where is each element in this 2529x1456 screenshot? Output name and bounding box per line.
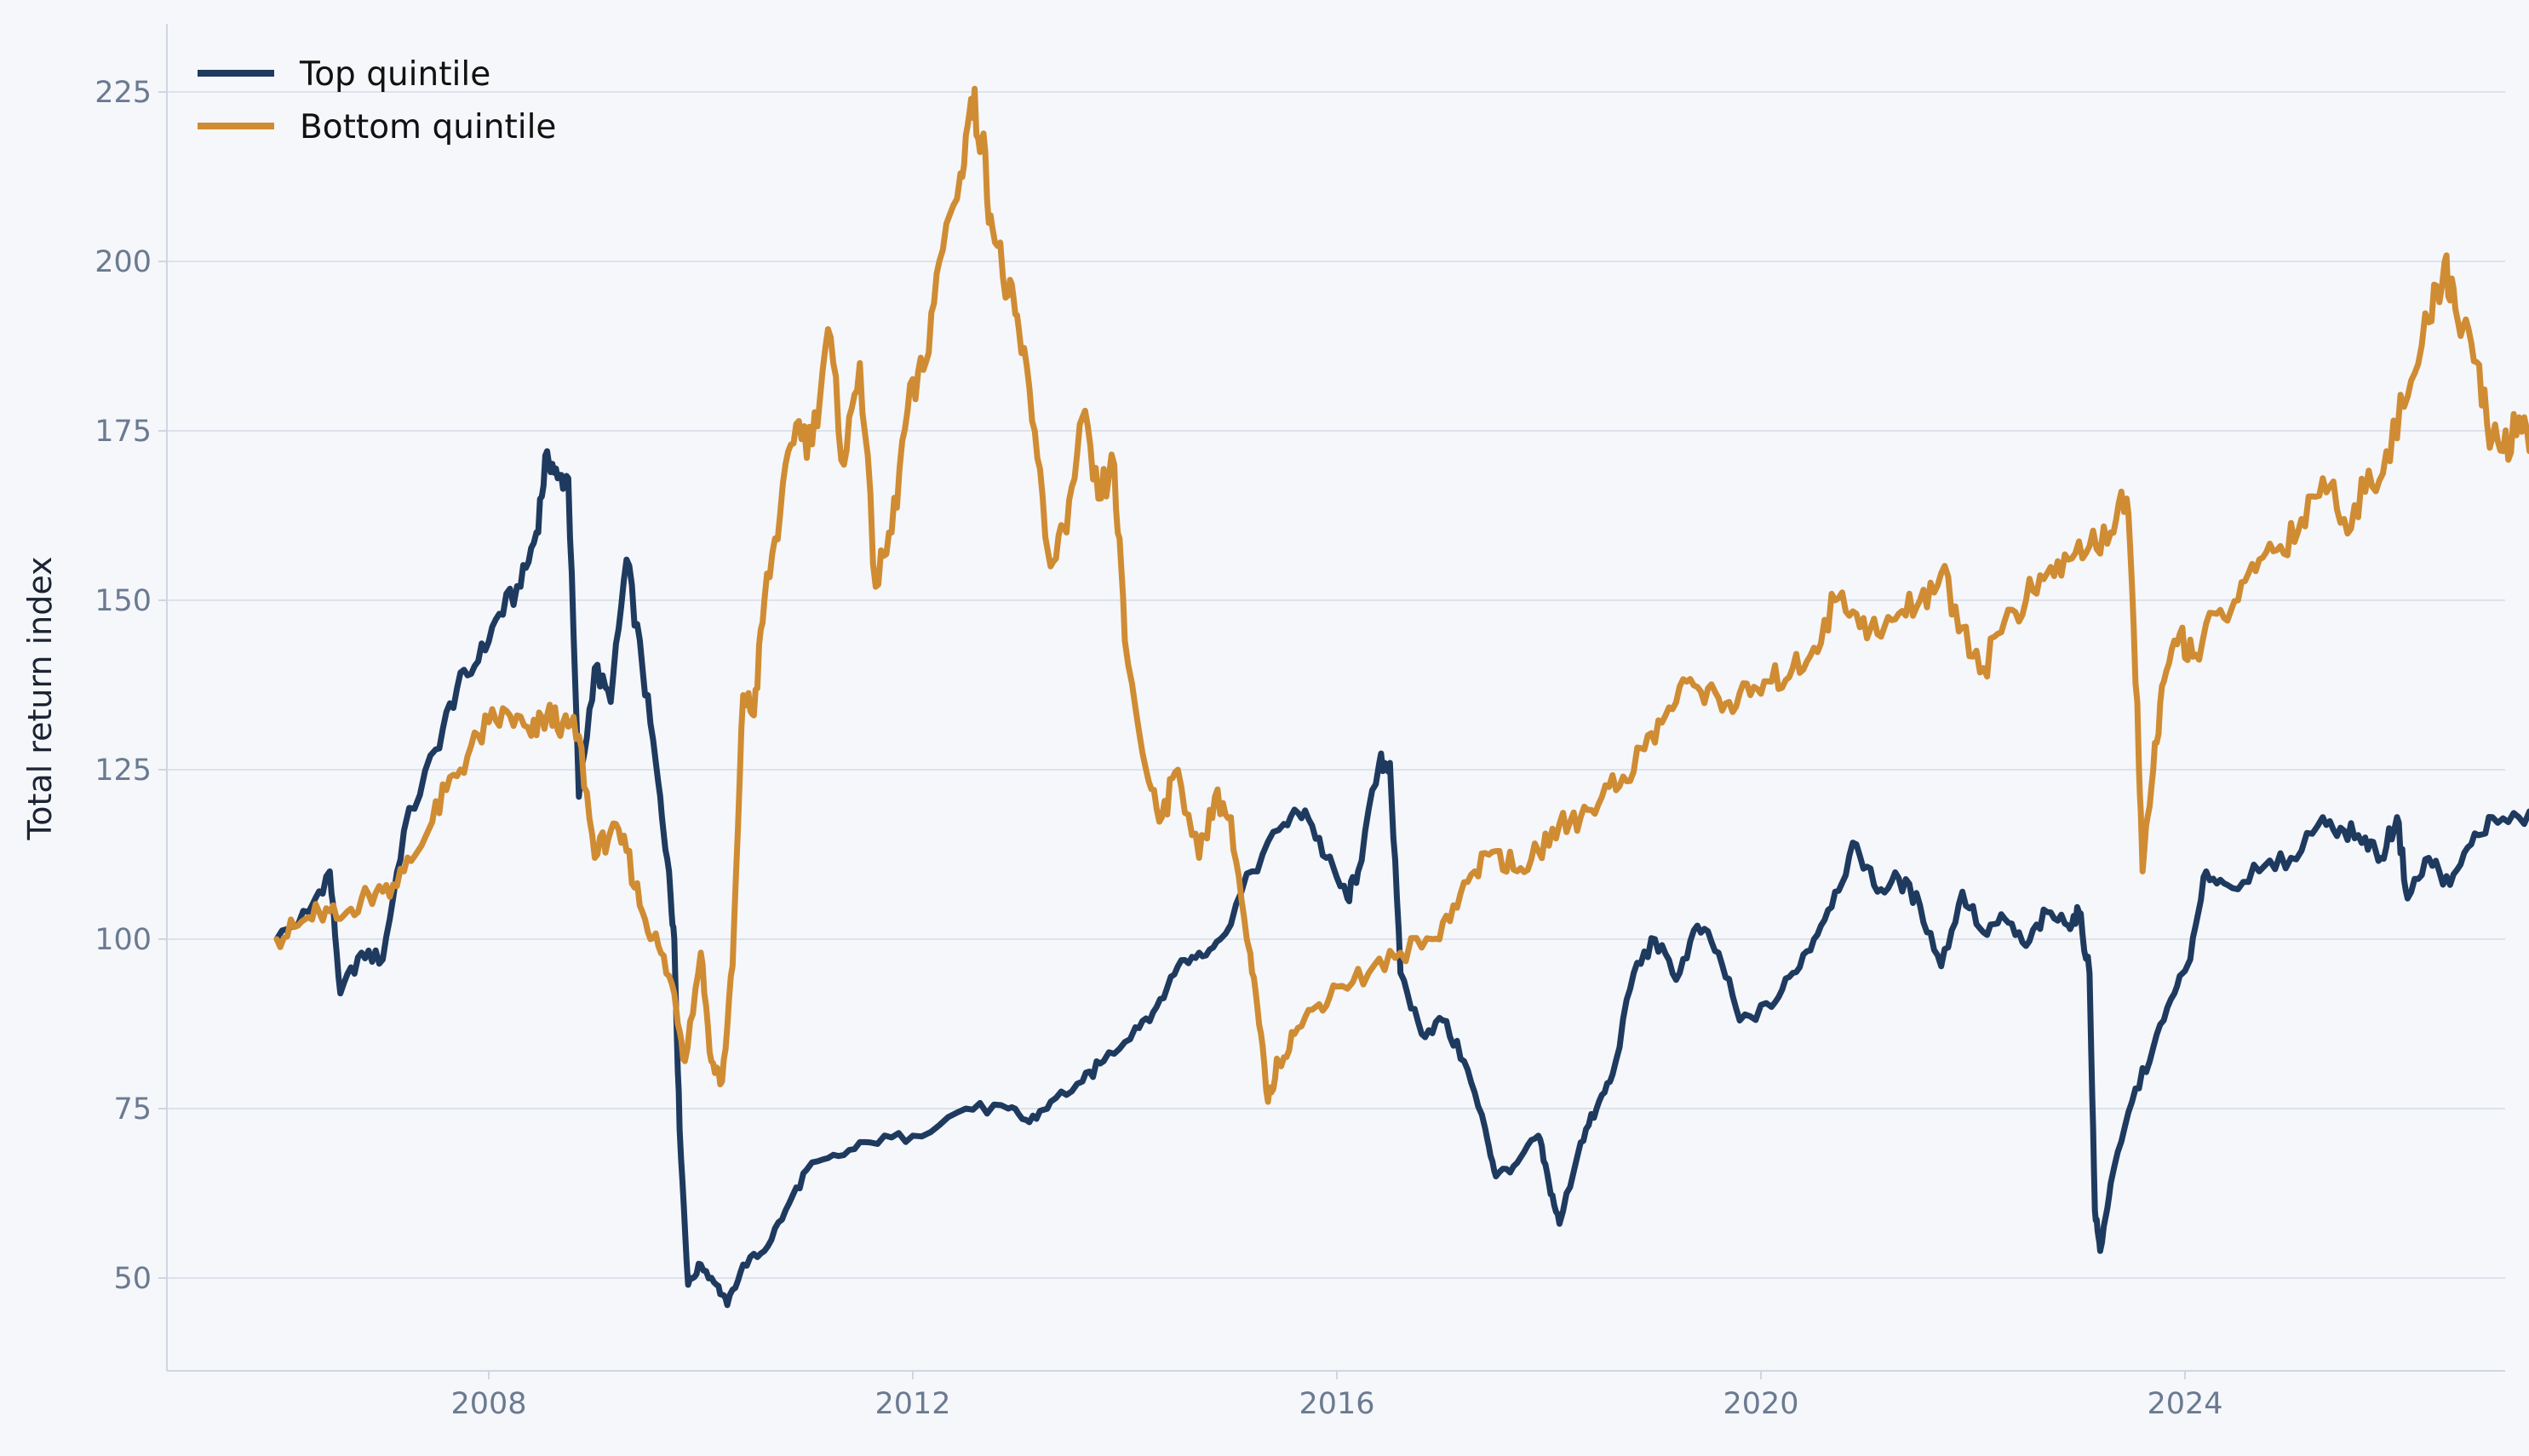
gridlines bbox=[167, 91, 2505, 1279]
y-tick-label: 225 bbox=[95, 76, 152, 110]
x-tick-label: 2012 bbox=[875, 1387, 950, 1421]
series-line-top-quintile bbox=[273, 448, 2529, 1309]
y-axis-title: Total return index bbox=[21, 556, 59, 840]
legend: Top quintile Bottom quintile bbox=[198, 55, 556, 146]
y-tick-label: 100 bbox=[95, 923, 152, 957]
legend-label: Top quintile bbox=[299, 55, 490, 94]
x-tick-label: 2020 bbox=[1723, 1387, 1798, 1421]
y-tick-label: 150 bbox=[95, 584, 152, 618]
series-line-bottom-quintile bbox=[273, 85, 2529, 1105]
x-tick-label: 2024 bbox=[2147, 1387, 2222, 1421]
y-ticks: 50 75 100 125 150 175 200 225 bbox=[95, 76, 167, 1296]
x-tick-label: 2016 bbox=[1299, 1387, 1374, 1421]
y-tick-label: 75 bbox=[113, 1092, 152, 1126]
series bbox=[273, 85, 2529, 1309]
x-ticks: 2008 2012 2016 2020 2024 bbox=[450, 1371, 2223, 1421]
legend-label: Bottom quintile bbox=[300, 108, 556, 146]
y-tick-label: 125 bbox=[95, 754, 152, 788]
x-tick-label: 2008 bbox=[450, 1387, 526, 1421]
y-tick-label: 200 bbox=[95, 245, 152, 279]
y-tick-label: 50 bbox=[113, 1262, 152, 1296]
y-tick-label: 175 bbox=[95, 415, 152, 449]
